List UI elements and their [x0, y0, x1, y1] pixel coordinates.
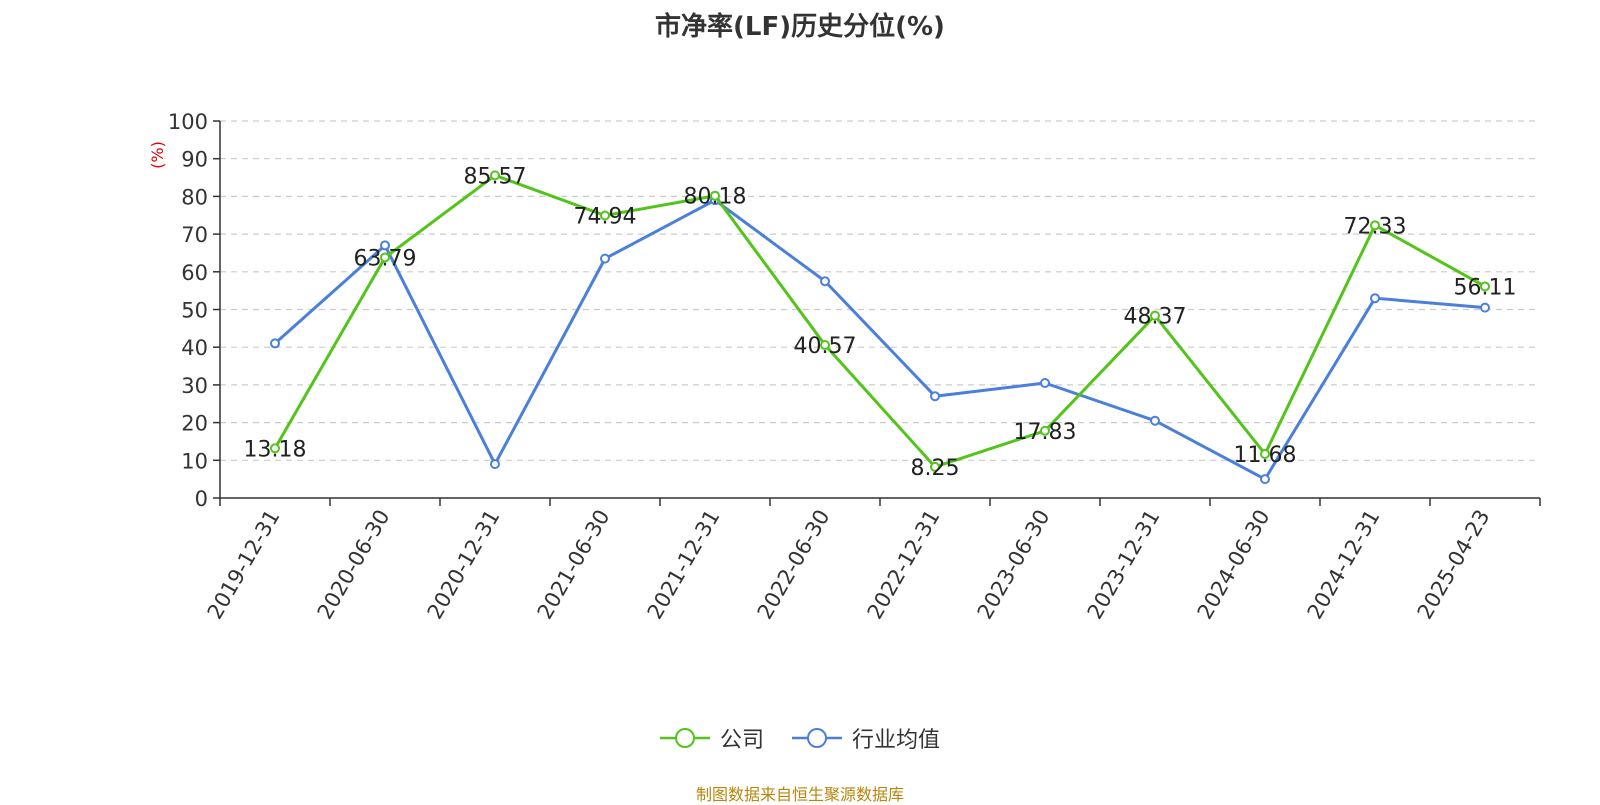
legend: 公司 行业均值: [0, 722, 1600, 754]
data-point-0: [490, 170, 500, 181]
y-tick-label: 90: [181, 148, 208, 172]
data-point-0: [1370, 220, 1380, 231]
legend-label-industry-average: 行业均值: [852, 728, 941, 753]
y-tick-label: 80: [181, 185, 208, 209]
data-label: 17.83: [1014, 420, 1077, 445]
y-tick-label: 30: [181, 374, 208, 398]
x-tick-label: 2022-06-30: [753, 506, 835, 624]
data-point-0: [820, 340, 830, 351]
x-tick-label: 2020-12-31: [423, 506, 505, 624]
x-tick-label: 2024-06-30: [1193, 506, 1275, 624]
x-tick-label: 2021-12-31: [643, 506, 725, 624]
data-point-0: [1150, 310, 1160, 321]
data-point-1: [1370, 293, 1380, 304]
legend-item-industry-average[interactable]: 行业均值: [792, 722, 940, 754]
data-point-1: [270, 338, 280, 349]
legend-marker-company: [659, 728, 710, 748]
data-point-1: [1260, 474, 1270, 485]
data-label: 80.18: [684, 185, 747, 210]
data-label: 11.68: [1234, 443, 1297, 468]
data-point-1: [600, 253, 610, 264]
x-tick-label: 2022-12-31: [863, 506, 945, 624]
x-tick-label: 2020-06-30: [313, 506, 395, 624]
data-label: 8.25: [911, 456, 960, 481]
y-tick-label: 10: [181, 449, 208, 473]
data-point-1: [380, 240, 390, 251]
x-tick-label: 2021-06-30: [533, 506, 615, 624]
y-tick-label: 100: [168, 110, 208, 134]
data-point-1: [1150, 415, 1160, 426]
data-point-1: [1480, 302, 1490, 313]
data-label: 48.37: [1124, 305, 1187, 330]
data-point-0: [600, 210, 610, 221]
data-point-0: [380, 252, 390, 263]
data-label: 13.18: [244, 437, 307, 462]
data-label: 40.57: [794, 334, 857, 359]
data-label: 63.79: [354, 247, 417, 272]
data-label: 72.33: [1344, 214, 1407, 239]
data-point-0: [1480, 281, 1490, 292]
data-point-1: [820, 276, 830, 287]
x-tick-label: 2025-04-23: [1413, 506, 1495, 624]
data-label: 56.11: [1454, 275, 1517, 300]
series-line-0: [273, 173, 1486, 469]
data-point-0: [710, 190, 720, 201]
series-line-1: [274, 198, 1486, 481]
legend-item-company[interactable]: 公司: [659, 722, 764, 754]
x-tick-label: 2019-12-31: [203, 506, 285, 624]
y-tick-label: 60: [181, 261, 208, 285]
y-tick-label: 50: [181, 299, 208, 323]
data-label: 85.57: [464, 164, 527, 189]
data-point-1: [930, 391, 940, 402]
data-point-1: [1040, 378, 1050, 389]
x-tick-label: 2024-12-31: [1303, 506, 1385, 624]
y-axis-label: (%): [148, 141, 167, 169]
data-point-0: [1040, 425, 1050, 436]
x-tick-label: 2023-06-30: [973, 506, 1055, 624]
data-point-0: [930, 461, 940, 472]
data-point-0: [1260, 448, 1270, 459]
data-point-1: [490, 459, 500, 470]
y-tick-label: 0: [195, 487, 208, 511]
legend-label-company: 公司: [719, 728, 764, 753]
y-tick-label: 20: [181, 412, 208, 436]
data-point-0: [270, 443, 280, 454]
y-tick-label: 40: [181, 336, 208, 360]
x-tick-label: 2023-12-31: [1083, 506, 1165, 624]
data-label: 74.94: [574, 204, 637, 229]
source-note: 制图数据来自恒生聚源数据库: [695, 785, 904, 804]
y-tick-label: 70: [181, 223, 208, 247]
legend-marker-industry-average: [792, 728, 842, 748]
chart-title: 市净率(LF)历史分位(%): [655, 12, 945, 42]
